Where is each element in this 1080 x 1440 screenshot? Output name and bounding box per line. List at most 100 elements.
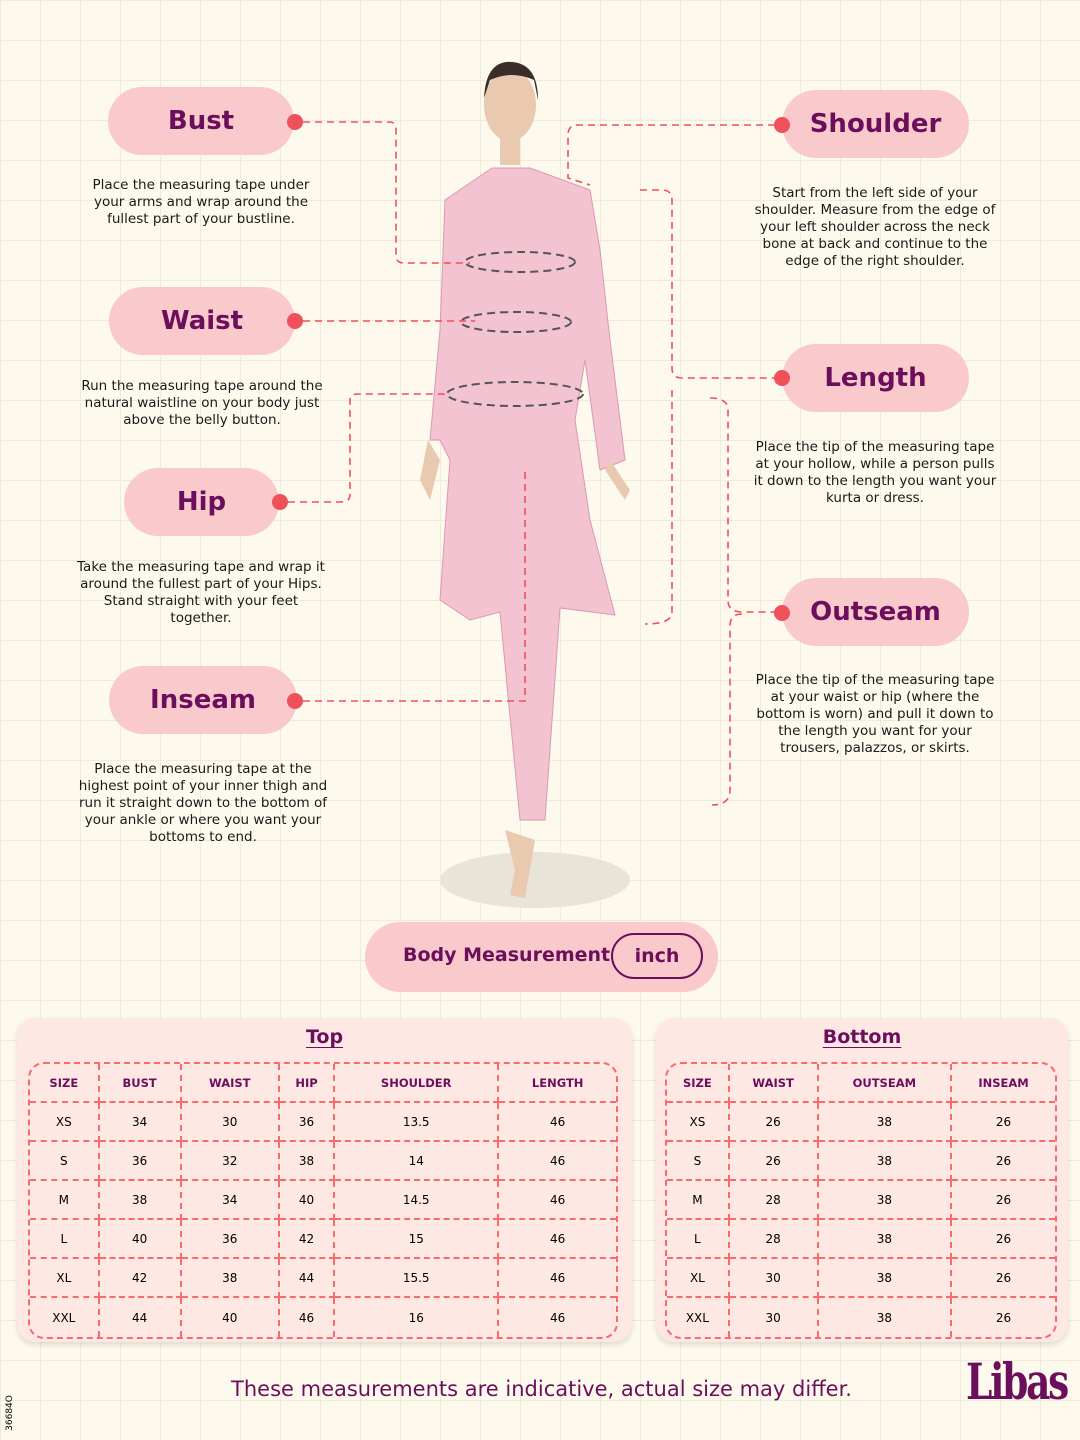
top-table-title: Top [305, 1026, 344, 1048]
table-cell: 34 [99, 1103, 182, 1142]
length-desc: Place the tip of the measuring tape at y… [753, 439, 997, 506]
column-header: SIZE [667, 1064, 730, 1103]
table-cell: 38 [818, 1181, 953, 1220]
outseam-label: Outseam [810, 597, 941, 627]
unit-bar-label: Body Measurement [403, 944, 611, 966]
bottom-size-card: Bottom SIZE WAIST OUTSEAM INSEAM XS 26 38 26 S 26… [656, 1018, 1068, 1342]
table-row: XS 34 30 36 13.5 46 [30, 1103, 616, 1142]
table-cell: 26 [729, 1103, 819, 1142]
table-row: L 40 36 42 15 46 [30, 1220, 616, 1259]
bust-pill: Bust [108, 87, 294, 155]
column-header: WAIST [729, 1064, 819, 1103]
waist-dot [287, 313, 303, 329]
column-header: WAIST [181, 1064, 280, 1103]
table-cell: 38 [818, 1220, 953, 1259]
table-cell: M [30, 1181, 100, 1220]
shoulder-dot [774, 117, 790, 133]
outseam-desc: Place the tip of the measuring tape at y… [755, 672, 995, 756]
inseam-pill: Inseam [109, 666, 297, 734]
header-row: SIZE BUST WAIST HIP SHOULDER LENGTH [30, 1064, 616, 1103]
table-cell: 30 [730, 1298, 819, 1337]
bust-label: Bust [167, 106, 235, 136]
table-cell: 44 [100, 1298, 182, 1337]
table-cell: 38 [99, 1181, 182, 1220]
table-row: M 28 38 26 [667, 1181, 1055, 1220]
unit-toggle[interactable]: inch [611, 933, 703, 979]
table-cell: 46 [499, 1103, 616, 1142]
table-cell: 42 [279, 1220, 336, 1259]
table-cell: 28 [729, 1181, 819, 1220]
table-cell: 16 [335, 1298, 500, 1337]
outseam-pill: Outseam [782, 578, 969, 646]
column-header: HIP [279, 1064, 336, 1103]
table-cell: 46 [280, 1298, 336, 1337]
table-cell: 38 [818, 1142, 953, 1181]
table-cell: 14.5 [335, 1181, 500, 1220]
top-size-table: SIZE BUST WAIST HIP SHOULDER LENGTH XS 34 30 36 13… [28, 1062, 618, 1339]
table-cell: 44 [279, 1259, 336, 1298]
inseam-desc: Place the measuring tape at the highest … [78, 761, 328, 845]
column-header: BUST [99, 1064, 182, 1103]
table-cell: 26 [729, 1142, 819, 1181]
table-cell: 14 [335, 1142, 500, 1181]
table-cell: XS [667, 1103, 730, 1142]
figure-illustration [288, 61, 775, 908]
table-cell: 28 [729, 1220, 819, 1259]
table-cell: 46 [499, 1181, 616, 1220]
table-cell: 36 [181, 1220, 280, 1259]
table-cell: 13.5 [335, 1103, 500, 1142]
disclaimer: These measurements are indicative, actua… [231, 1377, 852, 1401]
table-cell: 30 [729, 1259, 819, 1298]
product-code: 36684O [4, 1395, 15, 1431]
bust-desc: Place the measuring tape under your arms… [92, 177, 310, 227]
table-cell: 36 [279, 1103, 336, 1142]
table-cell: L [30, 1220, 100, 1259]
column-header: SIZE [30, 1064, 100, 1103]
table-cell: 36 [99, 1142, 182, 1181]
table-row: S 26 38 26 [667, 1142, 1055, 1181]
hip-label: Hip [176, 487, 227, 517]
table-cell: 40 [182, 1298, 280, 1337]
table-cell: 38 [279, 1142, 336, 1181]
table-cell: 40 [99, 1220, 182, 1259]
table-cell: 40 [279, 1181, 336, 1220]
table-row: XL 30 38 26 [667, 1259, 1055, 1298]
table-cell: M [667, 1181, 730, 1220]
hip-dot [272, 494, 288, 510]
table-cell: 30 [181, 1103, 280, 1142]
table-cell: 26 [952, 1181, 1055, 1220]
table-cell: 26 [952, 1142, 1055, 1181]
column-header: SHOULDER [335, 1064, 500, 1103]
header-row: SIZE WAIST OUTSEAM INSEAM [667, 1064, 1055, 1103]
table-row: XL 42 38 44 15.5 46 [30, 1259, 616, 1298]
table-cell: L [667, 1220, 730, 1259]
column-header: LENGTH [499, 1064, 616, 1103]
outseam-dot [774, 605, 790, 621]
inseam-dot [287, 693, 303, 709]
table-cell: 34 [181, 1181, 280, 1220]
length-pill: Length [782, 344, 969, 412]
length-label: Length [824, 363, 927, 393]
table-row: XXL 44 40 46 16 46 [30, 1298, 616, 1337]
column-header: OUTSEAM [818, 1064, 953, 1103]
table-cell: 46 [499, 1259, 616, 1298]
table-cell: 15.5 [335, 1259, 500, 1298]
table-cell: 46 [499, 1220, 616, 1259]
bottom-table-title: Bottom [822, 1026, 902, 1048]
waist-label: Waist [160, 306, 244, 336]
table-cell: 42 [99, 1259, 182, 1298]
table-cell: 38 [819, 1298, 953, 1337]
waist-pill: Waist [109, 287, 295, 355]
table-cell: 26 [995, 1310, 1012, 1325]
length-dot [774, 370, 790, 386]
brand-logo: Libas [966, 1352, 1069, 1411]
table-cell: 15 [335, 1220, 500, 1259]
table-cell: 26 [952, 1220, 1055, 1259]
table-cell: S [30, 1142, 100, 1181]
table-row: M 38 34 40 14.5 46 [30, 1181, 616, 1220]
waist-desc: Run the measuring tape around the natura… [81, 378, 323, 428]
table-cell: 46 [550, 1310, 566, 1325]
table-row: S 36 32 38 14 46 [30, 1142, 616, 1181]
unit-bar: Body Measurement inch [365, 922, 718, 992]
table-cell: XXL [30, 1298, 100, 1337]
